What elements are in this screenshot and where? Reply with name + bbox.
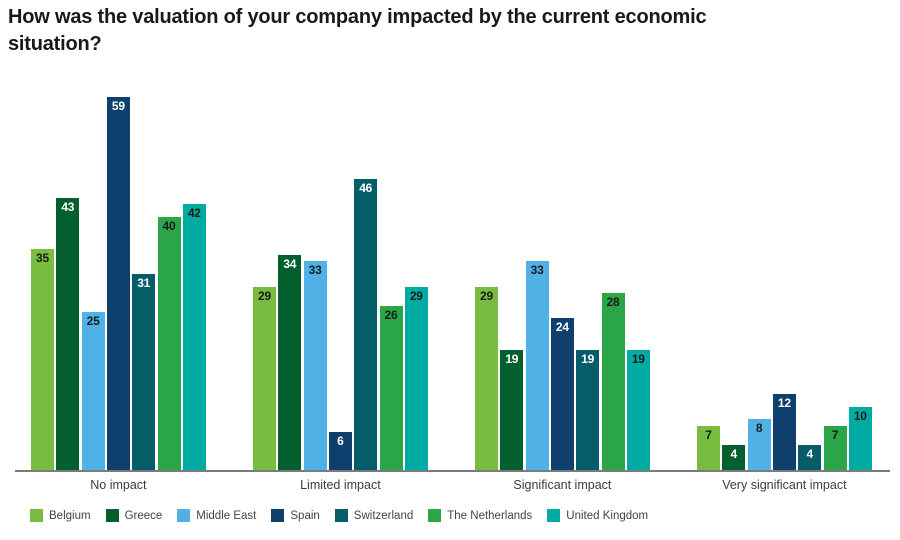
legend-item-the-netherlands: The Netherlands [428, 509, 532, 522]
bar-united-kingdom-very-significant-impact: 10 [848, 407, 872, 470]
bar-value-label: 8 [755, 421, 763, 435]
category-label-no-impact: No impact [90, 478, 147, 492]
bar-value-label: 31 [137, 276, 151, 290]
legend-swatch-middle-east [177, 509, 191, 522]
chart-title: How was the valuation of your company im… [8, 6, 707, 55]
bar-value-label: 19 [631, 352, 645, 366]
legend-item-belgium: Belgium [30, 509, 91, 522]
bar-united-kingdom-limited-impact: 29 [404, 287, 428, 470]
bar-greece-limited-impact: 34 [278, 255, 302, 470]
bar-belgium-no-impact: 35 [31, 249, 54, 470]
bar-value-label: 29 [258, 289, 271, 303]
bar-middle-east-limited-impact: 33 [303, 261, 327, 470]
bar-the-netherlands-very-significant-impact: 7 [823, 426, 847, 470]
legend-swatch-switzerland [334, 509, 348, 522]
bar-united-kingdom-no-impact: 42 [182, 204, 206, 470]
bar-value-label: 7 [831, 428, 839, 442]
bar-value-label: 59 [111, 99, 125, 113]
bar-belgium-limited-impact: 29 [253, 287, 276, 470]
bar-belgium-significant-impact: 29 [475, 287, 498, 470]
legend: Belgium Greece Middle East Spain Switzerland… [30, 509, 648, 522]
legend-label: The Netherlands [447, 509, 533, 522]
bar-spain-no-impact: 59 [106, 97, 130, 470]
legend-swatch-belgium [30, 509, 43, 522]
bar-value-label: 4 [806, 447, 813, 461]
legend-item-united-kingdom: United Kingdom [547, 509, 648, 522]
bar-middle-east-significant-impact: 33 [525, 261, 549, 470]
bar-value-label: 28 [606, 295, 620, 309]
bar-the-netherlands-no-impact: 40 [157, 217, 181, 470]
category-label-limited-impact: Limited impact [300, 478, 381, 492]
bar-value-label: 43 [61, 200, 75, 214]
bar-united-kingdom-significant-impact: 19 [626, 350, 650, 470]
bar-value-label: 40 [162, 219, 176, 233]
bar-value-label: 19 [581, 352, 595, 366]
bar-spain-very-significant-impact: 12 [772, 394, 796, 470]
bar-value-label: 34 [283, 257, 297, 271]
bar-middle-east-no-impact: 25 [81, 312, 105, 470]
bar-value-label: 19 [505, 352, 519, 366]
bar-spain-significant-impact: 24 [550, 318, 574, 470]
bar-switzerland-limited-impact: 46 [354, 179, 378, 470]
legend-swatch-spain [271, 509, 285, 522]
bar-greece-no-impact: 43 [56, 198, 80, 470]
legend-label: Middle East [196, 509, 257, 522]
bar-switzerland-no-impact: 31 [132, 274, 156, 470]
legend-label: Belgium [49, 509, 91, 522]
legend-label: Greece [124, 509, 163, 522]
bar-spain-limited-impact: 6 [328, 432, 352, 470]
bar-value-label: 12 [777, 396, 791, 410]
legend-swatch-greece [105, 509, 119, 522]
legend-swatch-united-kingdom [547, 509, 561, 522]
bar-greece-significant-impact: 19 [500, 350, 524, 470]
bar-value-label: 29 [409, 289, 423, 303]
bar-switzerland-significant-impact: 19 [576, 350, 600, 470]
legend-label: Switzerland [353, 509, 414, 522]
legend-item-spain: Spain [271, 509, 320, 522]
x-axis-line [15, 470, 890, 472]
legend-swatch-the-netherlands [428, 509, 442, 522]
legend-item-greece: Greece [105, 509, 163, 522]
bar-value-label: 4 [730, 447, 738, 461]
bar-value-label: 46 [359, 181, 373, 195]
bar-belgium-very-significant-impact: 7 [697, 426, 720, 470]
bar-greece-very-significant-impact: 4 [722, 445, 746, 470]
bar-value-label: 29 [480, 289, 493, 303]
bar-value-label: 35 [36, 251, 49, 265]
category-label-significant-impact: Significant impact [513, 478, 612, 492]
bar-middle-east-very-significant-impact: 8 [747, 419, 771, 470]
bar-value-label: 10 [853, 409, 867, 423]
bar-switzerland-very-significant-impact: 4 [798, 445, 822, 470]
bar-value-label: 6 [337, 434, 344, 448]
bar-the-netherlands-limited-impact: 26 [379, 306, 403, 470]
bar-the-netherlands-significant-impact: 28 [601, 293, 625, 470]
category-label-very-significant-impact: Very significant impact [722, 478, 847, 492]
legend-label: Spain [290, 509, 320, 522]
bar-value-label: 33 [530, 263, 544, 277]
bar-value-label: 26 [384, 308, 398, 322]
legend-item-middle-east: Middle East [177, 509, 256, 522]
bar-value-label: 42 [187, 206, 201, 220]
bar-value-label: 25 [86, 314, 100, 328]
bar-value-label: 7 [705, 428, 712, 442]
legend-label: United Kingdom [566, 509, 649, 522]
bar-value-label: 24 [555, 320, 569, 334]
legend-item-switzerland: Switzerland [334, 509, 414, 522]
bar-value-label: 33 [308, 263, 322, 277]
